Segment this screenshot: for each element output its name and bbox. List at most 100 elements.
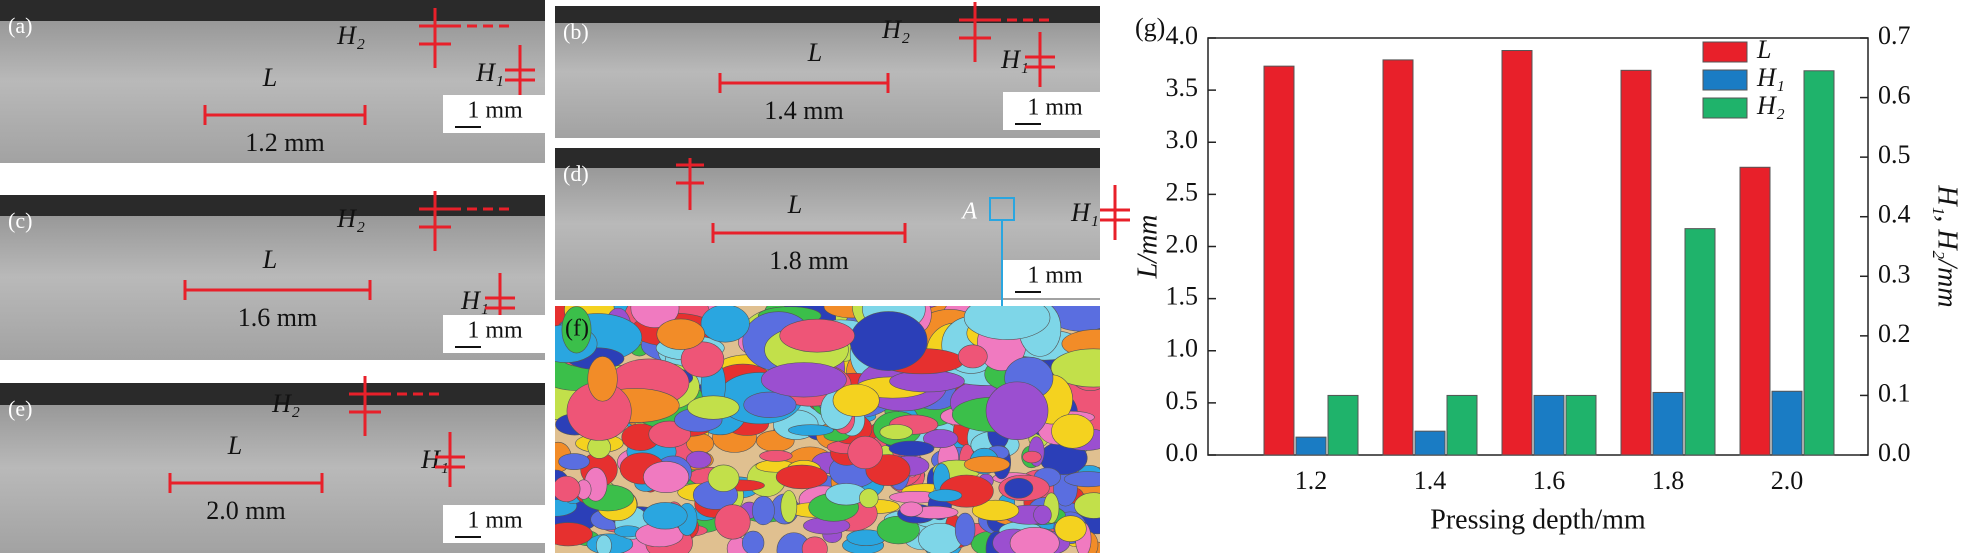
panel: (e) L 2.0 mm H₂ H₁ 1 mm xyxy=(0,376,545,553)
grain xyxy=(849,311,928,371)
bar xyxy=(1446,394,1478,456)
panel: (f) xyxy=(555,306,1100,553)
grain xyxy=(743,391,797,418)
grain xyxy=(1022,450,1042,464)
y2-tick-label: 0.4 xyxy=(1878,200,1911,229)
bar-chart: (g) 0.0 0.5 1.0 1.5 2.0 2.5 3.0 3.5 4.0 0.0 0.1 0.2 0… xyxy=(1132,13,1962,535)
grain xyxy=(954,512,976,547)
x-tick-label: 1.8 xyxy=(1652,466,1685,495)
bar xyxy=(1652,391,1684,456)
bar xyxy=(1739,166,1771,456)
grain xyxy=(741,530,765,553)
grain xyxy=(923,429,959,449)
grain xyxy=(801,536,828,553)
grain xyxy=(779,318,855,353)
legend-label: H₁ xyxy=(1756,63,1785,92)
scale-bar-label: 1 mm xyxy=(467,318,523,344)
h1-label: H₁ xyxy=(460,286,489,315)
panel-label: (b) xyxy=(563,19,589,44)
bar xyxy=(1414,430,1446,456)
bar xyxy=(1684,228,1716,456)
dimension-label: 1.6 mm xyxy=(238,303,317,332)
grain xyxy=(707,464,740,492)
bar xyxy=(1565,394,1597,456)
legend-label: H₂ xyxy=(1756,91,1785,120)
grain xyxy=(963,306,1051,340)
legend-swatch xyxy=(1702,41,1748,63)
grain xyxy=(1004,478,1034,499)
panel-label: (e) xyxy=(8,396,32,421)
grain xyxy=(555,522,593,547)
grain xyxy=(788,424,834,436)
grain xyxy=(985,381,1049,440)
panel-label: (a) xyxy=(8,13,32,38)
length-label: L xyxy=(262,245,277,274)
scale-bar-label: 1 mm xyxy=(1027,263,1083,289)
grain xyxy=(714,504,751,540)
legend-swatch xyxy=(1702,97,1748,119)
y-tick-label: 1.0 xyxy=(1166,334,1199,363)
grain xyxy=(759,450,793,462)
grain xyxy=(899,501,923,517)
grain xyxy=(687,395,740,420)
grain xyxy=(558,453,590,470)
grain xyxy=(928,489,963,502)
grain xyxy=(700,306,750,343)
y-tick-label: 0.0 xyxy=(1166,438,1199,467)
weld-surface xyxy=(555,6,1100,23)
panel: (c) L 1.6 mm H₂ H₁ 1 mm xyxy=(0,191,545,360)
grain xyxy=(1063,471,1100,488)
y-tick-label: 1.5 xyxy=(1166,282,1199,311)
panel: (a) L 1.2 mm H₂ H₁ 1 mm xyxy=(0,0,545,163)
length-label: L xyxy=(807,38,822,67)
bar xyxy=(1263,65,1295,456)
h1-label: H₁ xyxy=(1070,198,1099,227)
weld-surface xyxy=(0,383,545,405)
length-label: L xyxy=(262,63,277,92)
weld-surface xyxy=(0,195,545,216)
h2-label: H₂ xyxy=(271,389,300,418)
grains xyxy=(555,306,1100,553)
grain xyxy=(879,424,913,440)
bar xyxy=(1771,390,1803,456)
y-tick-label: 0.5 xyxy=(1166,386,1199,415)
grain xyxy=(780,490,798,523)
dimension-label: 2.0 mm xyxy=(206,496,285,525)
scale-bar-label: 1 mm xyxy=(467,98,523,124)
length-label: L xyxy=(787,190,802,219)
bar xyxy=(1501,50,1533,456)
micrographs: (a) L 1.2 mm H₂ H₁ 1 mm (b) L 1.4 mm H₂ H₁ 1 mm (c) L… xyxy=(0,0,1130,553)
h1-label: H₁ xyxy=(475,58,504,87)
bar xyxy=(1620,69,1652,456)
grain xyxy=(760,362,847,398)
y2-tick-label: 0.2 xyxy=(1878,319,1911,348)
grain xyxy=(587,356,618,402)
y2-tick-label: 0.5 xyxy=(1878,140,1911,169)
h1-label: H₁ xyxy=(420,445,449,474)
y2-tick-label: 0.0 xyxy=(1878,438,1911,467)
x-axis-label: Pressing depth/mm xyxy=(1430,504,1646,535)
dimension-label: 1.4 mm xyxy=(764,96,843,125)
grain xyxy=(596,534,612,553)
grain xyxy=(859,488,879,508)
y2-tick-label: 0.6 xyxy=(1878,81,1911,110)
y-tick-label: 2.5 xyxy=(1166,177,1199,206)
grain xyxy=(680,341,725,378)
dimension-label: 1.2 mm xyxy=(245,128,324,157)
grain xyxy=(1051,413,1095,449)
grain xyxy=(642,502,688,530)
weld-surface xyxy=(0,0,545,21)
grain xyxy=(1074,492,1100,519)
bar xyxy=(1382,59,1414,456)
panel-label: (g) xyxy=(1135,13,1165,42)
grain xyxy=(656,318,705,350)
legend-label: L xyxy=(1756,35,1771,64)
x-tick-label: 1.4 xyxy=(1414,466,1447,495)
h2-label: H₂ xyxy=(336,21,365,50)
y-tick-label: 4.0 xyxy=(1166,21,1199,50)
grain xyxy=(847,435,883,470)
x-tick-label: 1.6 xyxy=(1533,466,1566,495)
x-tick-label: 1.2 xyxy=(1295,466,1328,495)
bar xyxy=(1803,70,1835,456)
grain xyxy=(751,495,775,526)
